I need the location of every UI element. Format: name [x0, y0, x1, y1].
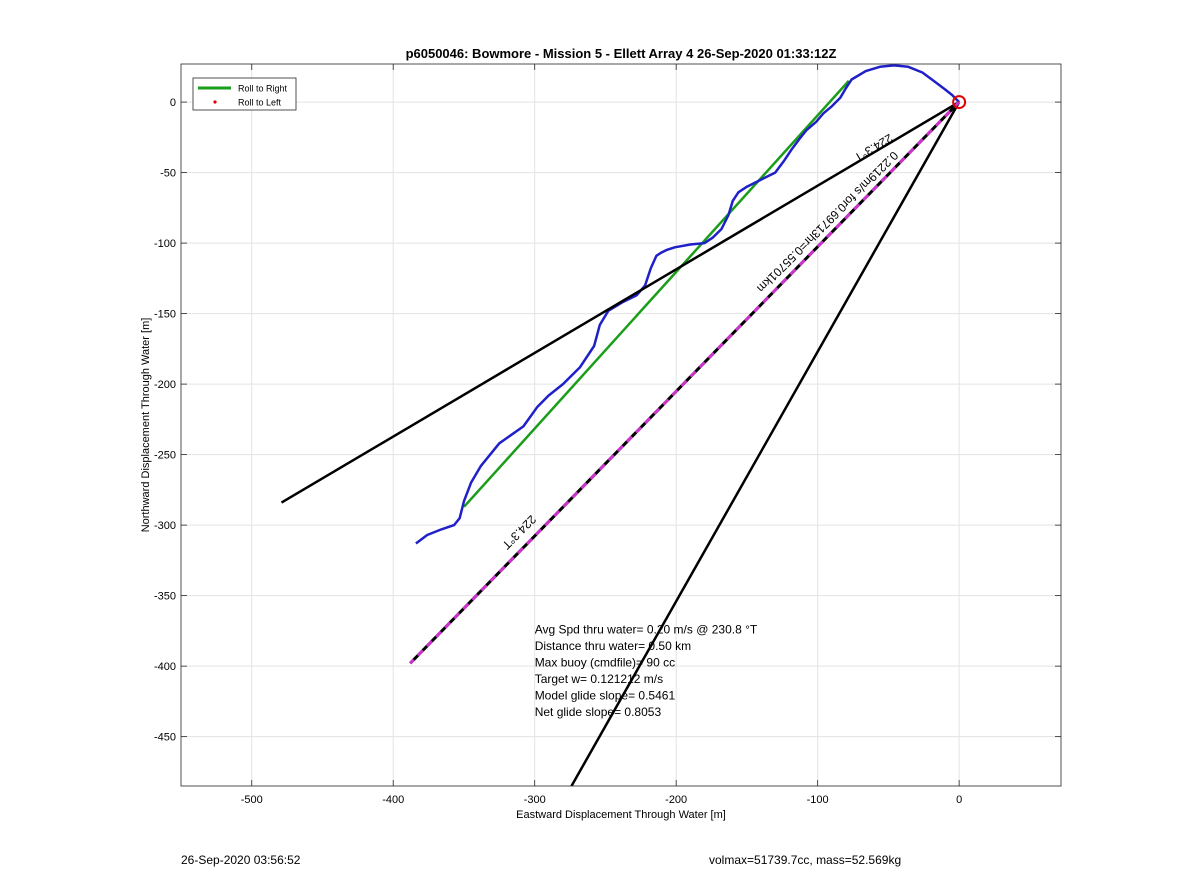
legend-label: Roll to Right — [238, 84, 288, 94]
legend-box — [192, 77, 297, 111]
data-series — [280, 64, 967, 786]
x-tick-label: -400 — [382, 794, 404, 806]
legend-label: Roll to Left — [238, 98, 282, 108]
y-tick-label: -250 — [154, 450, 176, 462]
legend: Roll to Right Roll to Left — [192, 77, 297, 111]
y-tick-label: -450 — [154, 732, 176, 744]
y-tick-label: -350 — [154, 591, 176, 603]
legend-swatch-dot — [213, 100, 217, 104]
y-tick-label: -300 — [154, 520, 176, 532]
footer-volmax-mass: volmax=51739.7cc, mass=52.569kg — [709, 853, 902, 867]
series-line-1 — [415, 64, 960, 545]
stats-line: Model glide slope= 0.5461 — [535, 689, 676, 703]
axis-ticks: -500 -400 -300 -200 -100 0 0 -50 -100 -150 -200 -25… — [154, 64, 1061, 806]
y-tick-label: -150 — [154, 309, 176, 321]
x-axis-label: Eastward Displacement Through Water [m] — [516, 809, 726, 821]
stats-line: Avg Spd thru water= 0.20 m/s @ 230.8 °T — [535, 623, 758, 637]
start-marker — [952, 95, 967, 110]
series-line-2 — [280, 101, 960, 504]
series-line-4 — [409, 101, 961, 665]
plot-frame — [180, 63, 1062, 787]
stats-line: Target w= 0.121212 m/s — [535, 672, 663, 686]
stats-line: Max buoy (cmdfile)= 90 cc — [535, 656, 675, 670]
y-tick-label: -100 — [154, 238, 176, 250]
chart-title: p6050046: Bowmore - Mission 5 - Ellett A… — [406, 46, 837, 61]
stats-textbox: Avg Spd thru water= 0.20 m/s @ 230.8 °T D… — [535, 623, 758, 720]
y-axis-label: Northward Displacement Through Water [m] — [140, 318, 152, 533]
x-tick-label: -100 — [807, 794, 829, 806]
series-line-0 — [463, 80, 850, 508]
stats-line: Distance thru water= 0.50 km — [535, 639, 691, 653]
y-tick-label: -50 — [160, 168, 176, 180]
x-tick-label: -200 — [665, 794, 687, 806]
y-tick-label: -200 — [154, 379, 176, 391]
x-tick-label: -300 — [524, 794, 546, 806]
footer-timestamp: 26-Sep-2020 03:56:52 — [181, 853, 301, 867]
x-tick-label: 0 — [956, 794, 962, 806]
stats-line: Net glide slope= 0.8053 — [535, 705, 662, 719]
x-tick-label: -500 — [241, 794, 263, 806]
grid-lines — [181, 64, 1061, 786]
y-tick-label: -400 — [154, 661, 176, 673]
y-tick-label: 0 — [170, 97, 176, 109]
series-line-3 — [570, 101, 961, 786]
